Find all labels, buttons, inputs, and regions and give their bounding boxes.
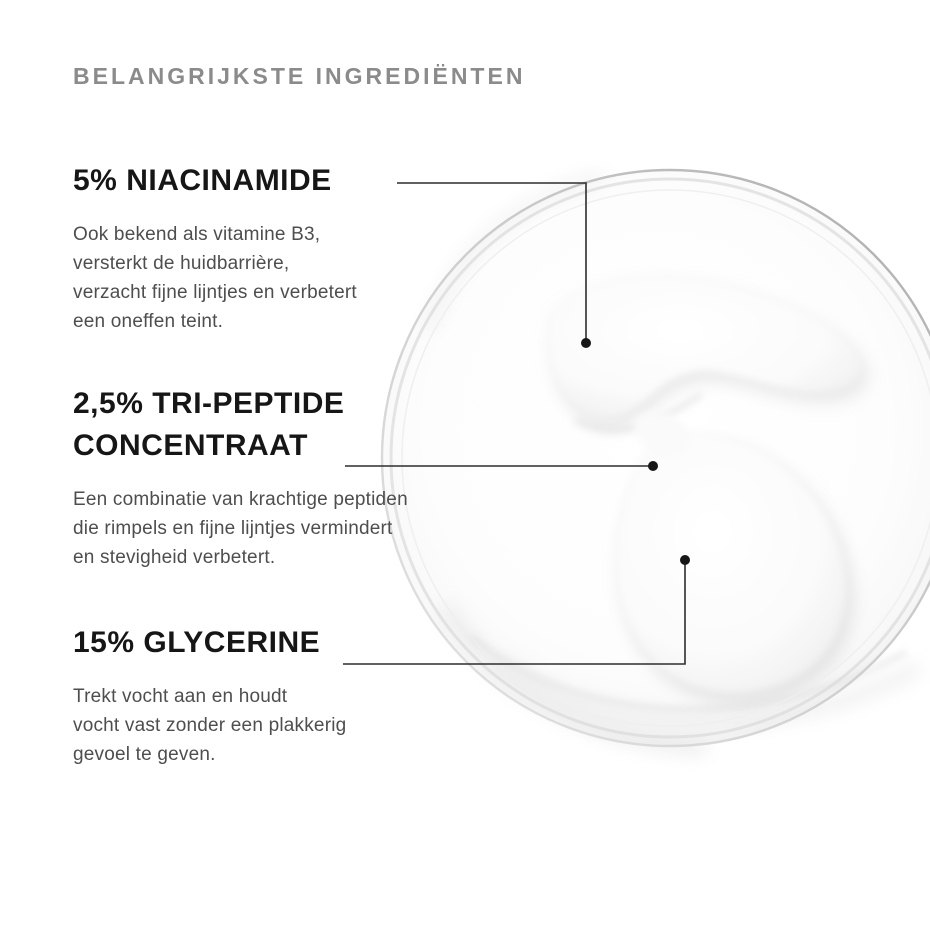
description-line: Ook bekend als vitamine B3, [73, 224, 321, 245]
callout-dot-tri-peptide [648, 461, 658, 471]
ingredient-section-glycerine: 15% GLYCERINE Trekt vocht aan en houdt v… [73, 622, 493, 769]
ingredient-title-line: 2,5% TRI-PEPTIDE [73, 387, 345, 420]
description-line: versterkt de huidbarrière, [73, 253, 290, 274]
callout-dot-niacinamide [581, 338, 591, 348]
callout-dots [581, 338, 690, 565]
description-line: verzacht fijne lijntjes en verbetert [73, 282, 357, 303]
ingredient-title-line: 5% NIACINAMIDE [73, 164, 332, 197]
ingredient-title-tri-peptide: 2,5% TRI-PEPTIDE CONCENTRAAT [73, 383, 493, 467]
cream-swatch [549, 275, 867, 704]
ingredient-title-niacinamide: 5% NIACINAMIDE [73, 160, 493, 202]
ingredient-section-niacinamide: 5% NIACINAMIDE Ook bekend als vitamine B… [73, 160, 493, 336]
description-line: Trekt vocht aan en houdt [73, 686, 288, 707]
description-line: vocht vast zonder een plakkerig [73, 715, 347, 736]
page-title: BELANGRIJKSTE INGREDIËNTEN [73, 63, 526, 89]
ingredient-title-glycerine: 15% GLYCERINE [73, 622, 493, 664]
description-line: die rimpels en fijne lijntjes vermindert [73, 518, 393, 539]
description-line: gevoel te geven. [73, 744, 216, 765]
ingredient-description-niacinamide: Ook bekend als vitamine B3, versterkt de… [73, 220, 493, 336]
description-line: en stevigheid verbetert. [73, 547, 276, 568]
ingredient-title-line: CONCENTRAAT [73, 429, 308, 462]
ingredient-section-tri-peptide: 2,5% TRI-PEPTIDE CONCENTRAAT Een combina… [73, 383, 493, 572]
ingredient-description-glycerine: Trekt vocht aan en houdt vocht vast zond… [73, 682, 493, 769]
ingredient-title-line: 15% GLYCERINE [73, 626, 321, 659]
callout-dot-glycerine [680, 555, 690, 565]
ingredient-description-tri-peptide: Een combinatie van krachtige peptiden di… [73, 485, 493, 572]
description-line: een oneffen teint. [73, 311, 224, 332]
description-line: Een combinatie van krachtige peptiden [73, 489, 408, 510]
